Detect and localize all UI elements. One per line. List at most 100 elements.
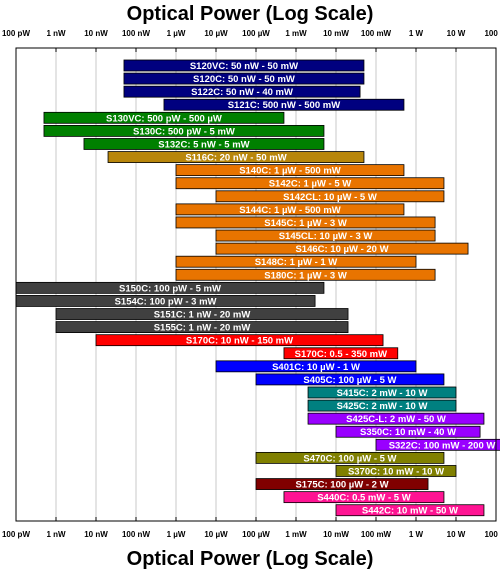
- range-bar: [255, 451, 445, 464]
- plot-frame: [15, 47, 497, 522]
- bar-label: S150C: 100 pW - 5 mW: [119, 283, 221, 294]
- range-bar: [123, 85, 361, 98]
- tick-label: 10 W: [447, 530, 466, 539]
- tick-label: 100 µW: [242, 530, 270, 539]
- tick-label: 100 µW: [242, 29, 270, 38]
- bar-label: S401C: 10 µW - 1 W: [272, 362, 360, 373]
- bar-label: S144C: 1 µW - 500 mW: [239, 205, 341, 216]
- range-bar: [107, 151, 365, 163]
- bar-label: S425C: 2 mW - 10 W: [337, 401, 428, 412]
- tick-label: 100 mW: [361, 29, 392, 38]
- range-bar: [43, 111, 285, 124]
- bar-label: S120VC: 50 nW - 50 mW: [190, 61, 298, 72]
- range-bar: [55, 321, 349, 334]
- bar-label: S175C: 100 µW - 2 W: [295, 480, 388, 491]
- range-bar: [215, 242, 469, 255]
- range-bar: [55, 308, 349, 320]
- range-bar: [255, 373, 445, 386]
- bar-label: S130VC: 500 pW - 500 µW: [106, 113, 222, 124]
- bar-label: S180C: 1 µW - 3 W: [264, 270, 347, 281]
- tick-label: 1 µW: [167, 29, 186, 38]
- range-bar: [307, 386, 457, 399]
- range-bar: [123, 59, 365, 72]
- range-bar: [255, 478, 429, 490]
- range-bar: [83, 138, 325, 150]
- tick-label: 10 W: [447, 29, 466, 38]
- tick-label: 100 mW: [361, 530, 392, 539]
- bar-label: S425C-L: 2 mW - 50 W: [346, 414, 446, 425]
- tick-label: 1 µW: [167, 530, 186, 539]
- range-bar: [95, 334, 384, 347]
- tick-label: 100 nW: [122, 29, 150, 38]
- chart-title: Optical Power (Log Scale): [126, 3, 374, 25]
- bar-label: S154C: 100 pW - 3 mW: [115, 296, 217, 307]
- bar-label: S350C: 10 mW - 40 W: [360, 427, 456, 438]
- range-bar: [283, 491, 445, 504]
- range-bar: [175, 216, 436, 229]
- range-bar: [283, 347, 399, 360]
- tick-label: 100 nW: [122, 530, 150, 539]
- tick-label: 10 µW: [204, 530, 228, 539]
- bar-label: S440C: 0.5 mW - 5 W: [317, 493, 410, 504]
- bar-label: S130C: 500 pW - 5 mW: [133, 126, 235, 137]
- bar-label: S140C: 1 µW - 500 mW: [239, 166, 341, 177]
- bar-label: S322C: 100 mW - 200 W: [389, 440, 496, 451]
- range-bars: S120VC: 50 nW - 50 mW S120C: 50 nW - 50 m…: [15, 59, 500, 517]
- range-bar: [335, 504, 485, 517]
- bar-label: S148C: 1 µW - 1 W: [255, 257, 338, 268]
- bar-label: S470C: 100 µW - 5 W: [303, 453, 396, 464]
- range-bar: [175, 255, 417, 268]
- range-bar: [43, 125, 325, 137]
- bar-label: S120C: 50 nW - 50 mW: [193, 74, 295, 85]
- range-bar: [175, 203, 405, 216]
- range-bar: [215, 190, 445, 203]
- range-bar: [375, 438, 500, 451]
- tick-label: 1 W: [409, 29, 424, 38]
- range-bar: [123, 72, 365, 85]
- bar-label: S142CL: 10 µW - 5 W: [283, 192, 377, 203]
- range-bar: [175, 268, 436, 281]
- bar-label: S370C: 10 mW - 10 W: [348, 466, 444, 477]
- range-bar: [175, 177, 445, 190]
- tick-label: 1 nW: [46, 530, 66, 539]
- tick-label: 1 mW: [285, 530, 307, 539]
- tick-label: 10 mW: [323, 29, 349, 38]
- range-bar: [307, 412, 485, 425]
- bar-label: S442C: 10 mW - 50 W: [362, 506, 458, 517]
- axis-ticks: 100 pW 100 pW 1 nW 1 nW 10 nW 10 nW 100 nW 100 …: [2, 29, 500, 539]
- bar-label: S122C: 50 nW - 40 mW: [191, 87, 293, 98]
- tick-label: 100 pW: [2, 530, 30, 539]
- tick-label: 100 pW: [2, 29, 30, 38]
- bar-label: S146C: 10 µW - 20 W: [295, 244, 388, 255]
- tick-label: 1 nW: [46, 29, 66, 38]
- bar-label: S405C: 100 µW - 5 W: [303, 375, 396, 386]
- range-bar: [335, 465, 457, 477]
- bar-label: S415C: 2 mW - 10 W: [337, 388, 428, 399]
- bar-label: S151C: 1 nW - 20 mW: [154, 310, 251, 321]
- tick-label: 10 nW: [84, 530, 108, 539]
- tick-label: 10 µW: [204, 29, 228, 38]
- bar-label: S170C: 0.5 - 350 mW: [295, 349, 387, 360]
- range-bar: [175, 164, 405, 177]
- tick-label: 1 W: [409, 530, 424, 539]
- x-axis-title: Optical Power (Log Scale): [126, 548, 374, 570]
- tick-label: 100 W: [484, 29, 500, 38]
- bar-label: S155C: 1 nW - 20 mW: [154, 323, 251, 334]
- bar-label: S116C: 20 nW - 50 mW: [185, 153, 286, 164]
- bar-label: S132C: 5 nW - 5 mW: [158, 139, 249, 150]
- tick-label: 1 mW: [285, 29, 307, 38]
- bar-label: S145C: 1 µW - 3 W: [264, 218, 347, 229]
- tick-label: 10 mW: [323, 530, 349, 539]
- bar-label: S142C: 1 µW - 5 W: [269, 179, 352, 190]
- tick-label: 10 nW: [84, 29, 108, 38]
- range-bar: [163, 98, 405, 111]
- range-bar: [215, 360, 417, 373]
- tick-label: 100 W: [484, 530, 500, 539]
- bar-label: S170C: 10 nW - 150 mW: [186, 336, 293, 347]
- range-bar: [307, 399, 457, 412]
- bar-label: S121C: 500 nW - 500 mW: [228, 100, 340, 111]
- range-bar: [215, 229, 436, 242]
- bar-label: S145CL: 10 µW - 3 W: [279, 231, 373, 242]
- range-bar: [335, 425, 481, 438]
